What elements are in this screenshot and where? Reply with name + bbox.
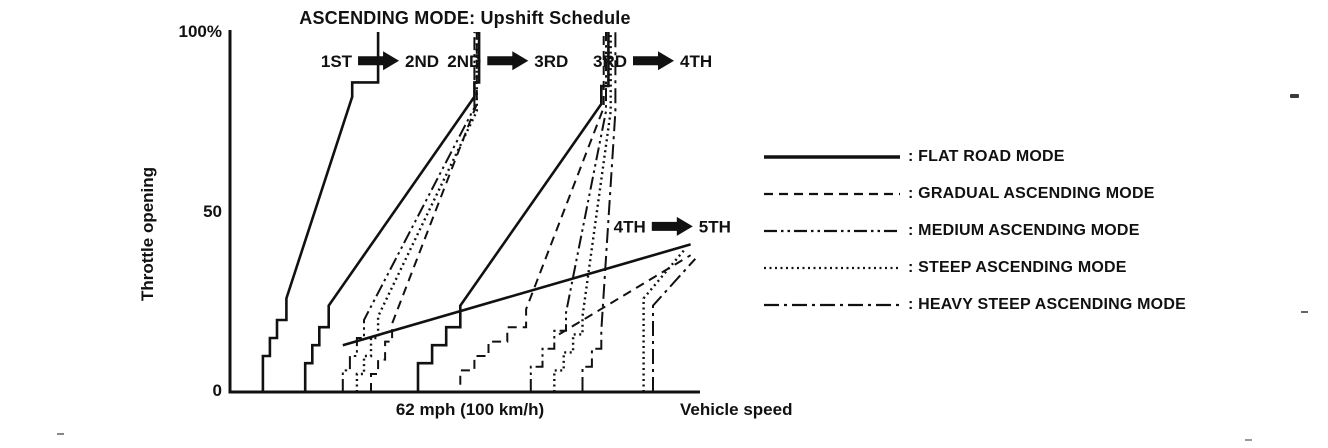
series-gradual-ascending-2-3 — [370, 32, 478, 392]
legend-label: : MEDIUM ASCENDING MODE — [908, 221, 1140, 239]
y-tick-50: 50 — [203, 202, 222, 221]
shift-from-label: 3RD — [593, 52, 627, 71]
x-tick-label: 62 mph (100 km/h) — [395, 400, 545, 419]
legend-line-sample-solid — [764, 154, 900, 159]
series-medium-ascending-3-4 — [529, 32, 607, 392]
shift-to-label: 4TH — [680, 52, 712, 71]
legend-label: : GRADUAL ASCENDING MODE — [908, 184, 1155, 202]
legend-item-dotted: : STEEP ASCENDING MODE — [762, 249, 1186, 286]
series-gradual-ascending-3-4 — [459, 32, 605, 385]
shift-from-label: 4TH — [614, 217, 646, 236]
legend-line-sample-dashed — [764, 192, 900, 195]
legend-item-dashed: : GRADUAL ASCENDING MODE — [762, 175, 1186, 212]
shift-arrow-head — [512, 51, 529, 71]
shift-arrow-head — [658, 51, 674, 71]
legend-line-sample-dotted — [764, 266, 900, 269]
shift-from-label: 1ST — [321, 52, 353, 71]
series-flat-road-1-2 — [261, 32, 380, 392]
series-flat-road-4-5 — [342, 243, 691, 347]
series-medium-ascending-2-3 — [341, 32, 476, 392]
legend-label: : STEEP ASCENDING MODE — [908, 258, 1127, 276]
legend-line-sample-dash-dot — [764, 303, 900, 306]
y-tick-0: 0 — [212, 381, 222, 400]
y-axis-label: Throttle opening — [138, 166, 157, 302]
series-flat-road-3-4 — [416, 32, 610, 392]
shift-arrow-head — [676, 216, 693, 236]
legend-item-dash-dot-dot: : MEDIUM ASCENDING MODE — [762, 212, 1186, 249]
legend-item-dash-dot: : HEAVY STEEP ASCENDING MODE — [762, 286, 1186, 323]
shift-to-label: 5TH — [699, 217, 731, 236]
series-gradual-ascending-4-5 — [558, 254, 692, 336]
series-steep-ascending-3-4 — [553, 32, 612, 392]
scan-noise — [1290, 94, 1299, 98]
series-steep-ascending-4-5 — [642, 247, 687, 392]
legend-label: : HEAVY STEEP ASCENDING MODE — [908, 295, 1186, 313]
shift-from-label: 2ND — [447, 52, 481, 71]
series-steep-ascending-2-3 — [355, 32, 478, 392]
shift-to-label: 2ND — [405, 52, 439, 71]
legend-item-solid: : FLAT ROAD MODE — [762, 138, 1186, 175]
legend-line-sample-dash-dot-dot — [764, 229, 900, 232]
x-axis-label: Vehicle speed — [680, 400, 793, 419]
legend-label: : FLAT ROAD MODE — [908, 147, 1065, 165]
series-flat-road-2-3 — [303, 32, 481, 392]
chart-title: ASCENDING MODE: Upshift Schedule — [299, 8, 631, 28]
shift-to-label: 3RD — [534, 52, 568, 71]
series-heavy-steep-ascending-4-5 — [652, 258, 697, 392]
shift-arrow-head — [383, 51, 400, 71]
legend: : FLAT ROAD MODE : GRADUAL ASCENDING MODE… — [762, 138, 1186, 323]
y-tick-100: 100% — [178, 22, 222, 41]
series-heavy-steep-ascending-3-4 — [581, 32, 617, 392]
